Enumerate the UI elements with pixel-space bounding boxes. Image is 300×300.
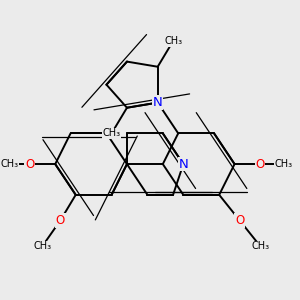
- Text: N: N: [153, 96, 163, 109]
- Text: O: O: [56, 214, 65, 227]
- Text: CH₃: CH₃: [251, 241, 269, 251]
- Text: CH₃: CH₃: [164, 36, 182, 46]
- Text: CH₃: CH₃: [0, 159, 18, 169]
- Text: O: O: [235, 214, 244, 227]
- Text: O: O: [25, 158, 34, 171]
- Text: O: O: [256, 158, 265, 171]
- Text: CH₃: CH₃: [33, 241, 52, 251]
- Text: CH₃: CH₃: [274, 159, 292, 169]
- Text: N: N: [178, 158, 188, 171]
- Text: CH₃: CH₃: [103, 128, 121, 138]
